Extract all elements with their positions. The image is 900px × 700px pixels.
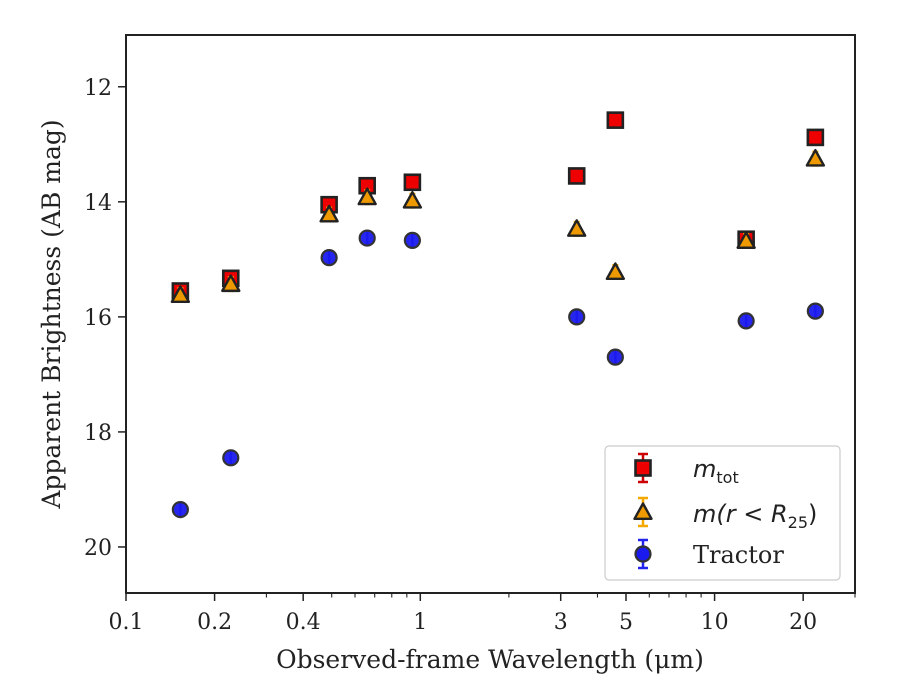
- x-axis-title: Observed-frame Wavelength (μm): [276, 645, 704, 674]
- point-tractor-group: [403, 231, 421, 249]
- x-tick-label: 0.2: [197, 610, 232, 635]
- point-tractor: [171, 500, 189, 519]
- legend-label-mr: m(r < R25): [693, 500, 817, 532]
- point-mr25: [170, 285, 191, 304]
- point-mtot-group: [606, 111, 625, 129]
- point-mr25: [402, 190, 423, 209]
- x-tick-label: 0.4: [286, 610, 321, 635]
- point-tractor-group: [171, 500, 189, 519]
- y-tick-label: 14: [84, 191, 112, 216]
- point-tractor: [737, 312, 755, 330]
- point-mr25-group: [221, 274, 241, 293]
- point-mtot: [403, 173, 422, 192]
- point-mr25-group: [567, 219, 587, 237]
- point-tractor-group: [320, 249, 338, 267]
- point-tractor: [358, 229, 376, 247]
- point-tractor-group: [806, 302, 824, 320]
- point-tractor-group: [222, 449, 240, 467]
- point-mtot-group: [403, 173, 422, 192]
- y-axis-ticks: 12 14 16 18 20: [84, 76, 126, 561]
- legend-marker-tractor: [634, 545, 652, 563]
- point-tractor: [806, 302, 824, 320]
- point-mr25-group: [319, 204, 339, 223]
- x-tick-label: 0.1: [109, 610, 144, 635]
- legend-markers: [633, 452, 653, 570]
- y-tick-label: 18: [84, 421, 112, 446]
- point-tractor-group: [568, 308, 586, 326]
- point-mr25: [736, 231, 756, 249]
- legend-marker-mr25-group: [633, 496, 653, 528]
- x-axis-ticks: 0.1 0.2 0.4 1 3 5 10 20: [109, 593, 856, 635]
- plot-frame: [125, 34, 856, 594]
- point-mr25-group: [170, 285, 191, 304]
- point-mtot: [606, 111, 625, 129]
- x-tick-label: 1: [413, 610, 427, 635]
- x-tick-label: 3: [554, 610, 568, 635]
- point-tractor-group: [606, 348, 624, 366]
- point-tractor: [606, 348, 624, 366]
- y-tick-label: 12: [84, 76, 112, 101]
- legend-marker-mtot-group: [634, 452, 652, 484]
- point-mtot: [567, 167, 586, 185]
- point-tractor: [403, 231, 421, 249]
- legend-label-tractor: Tractor: [693, 541, 784, 569]
- legend-marker-mtot: [634, 459, 652, 477]
- point-mtot: [806, 128, 825, 147]
- point-tractor-group: [737, 312, 755, 330]
- point-tractor: [222, 449, 240, 467]
- x-tick-label: 5: [619, 610, 633, 635]
- x-tick-label: 10: [701, 610, 729, 635]
- point-mtot-group: [806, 128, 825, 147]
- point-mr25-group: [805, 148, 826, 167]
- y-tick-label: 20: [84, 536, 112, 561]
- point-mr25: [319, 204, 339, 223]
- x-tick-label: 20: [789, 610, 817, 635]
- y-axis-title: Apparent Brightness (AB mag): [37, 119, 66, 509]
- point-mtot-group: [567, 167, 586, 185]
- legend-box: [604, 445, 841, 581]
- point-tractor: [568, 308, 586, 326]
- y-tick-label: 16: [84, 306, 112, 331]
- point-mr25-group: [402, 190, 423, 209]
- point-mr25: [567, 219, 587, 237]
- point-mr25: [805, 148, 826, 167]
- legend-marker-tractor-group: [634, 538, 652, 570]
- point-mr25: [605, 262, 626, 281]
- point-tractor-group: [358, 229, 376, 247]
- point-mr25-group: [605, 262, 626, 281]
- point-tractor: [320, 249, 338, 267]
- point-mr25: [357, 187, 377, 206]
- legend-label-mtot: mtot: [693, 455, 739, 487]
- point-mr25: [221, 274, 241, 293]
- data-points: [170, 111, 826, 519]
- point-mr25-group: [357, 187, 377, 206]
- point-mr25-group: [736, 231, 756, 249]
- legend: mtot m(r < R25) Tractor: [604, 445, 841, 581]
- legend-marker-mr25: [633, 502, 653, 520]
